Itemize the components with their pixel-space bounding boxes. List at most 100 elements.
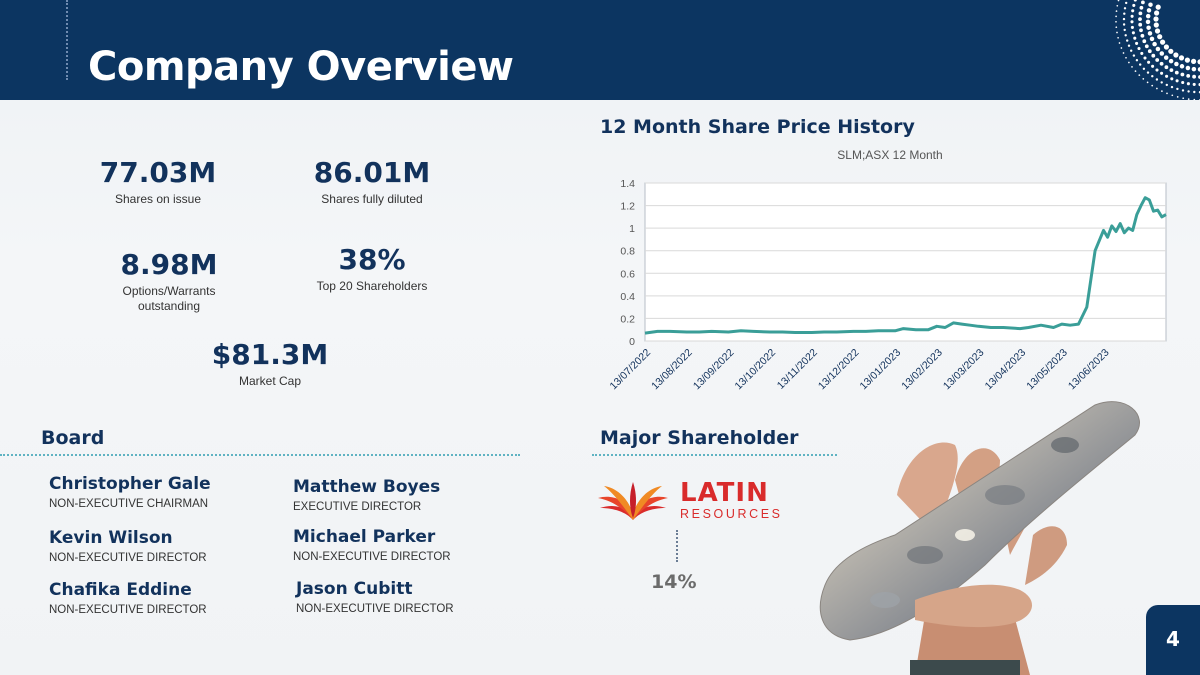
y-tick-label: 0.4 (620, 291, 635, 303)
decor-dot (1138, 74, 1141, 76)
page-number-badge (1146, 605, 1200, 675)
decor-dot (1151, 53, 1156, 58)
x-tick-label: 13/10/2022 (733, 347, 779, 393)
decor-dot (1191, 66, 1197, 72)
board-member-name: Kevin Wilson (49, 528, 173, 548)
decor-dot (1145, 13, 1151, 19)
decor-dot (1151, 84, 1154, 87)
decor-dot (1139, 5, 1144, 10)
chart-plot-area (644, 182, 1167, 342)
decor-dot (1146, 25, 1151, 30)
decor-dot (1126, 39, 1129, 42)
decor-dot (1192, 82, 1196, 86)
decor-dot (1123, 12, 1126, 15)
decor-dot (1157, 34, 1163, 40)
header-dotted-rule (66, 0, 68, 80)
decor-dot (1127, 44, 1131, 47)
stat-shares-on-issue: 77.03M Shares on issue (98, 156, 218, 207)
drill-core-photo-icon (819, 401, 1140, 675)
chart-title: SLM;ASX 12 Month (837, 148, 943, 162)
decor-dot (1156, 87, 1158, 90)
decor-dot (1176, 87, 1179, 91)
decor-dot (1142, 78, 1145, 80)
logo-wordmark-sub: RESOURCES (680, 507, 783, 521)
header-bar: Company Overview (0, 0, 1200, 100)
board-member-name: Christopher Gale (49, 474, 211, 494)
y-tick-label: 1.2 (620, 201, 635, 213)
decor-dot (1133, 0, 1137, 2)
decor-dot (1174, 70, 1179, 75)
decor-dot (1122, 52, 1125, 54)
decor-dot (1168, 58, 1174, 64)
y-tick-label: 0 (629, 336, 635, 348)
stat-label-line1: Options/Warrants (122, 284, 216, 298)
stat-label: Top 20 Shareholders (316, 279, 428, 293)
decor-dot (1132, 3, 1136, 7)
board-member: Kevin Wilson NON-EXECUTIVE DIRECTOR (49, 528, 207, 564)
decor-dot (1197, 67, 1200, 72)
decor-dot (1140, 51, 1144, 55)
decor-dot (1116, 31, 1118, 34)
decor-dot (1181, 80, 1185, 85)
stat-top20-shareholders: 38% Top 20 Shareholders (302, 243, 442, 294)
board-member-name: Matthew Boyes (293, 477, 441, 497)
decor-dot (1155, 58, 1160, 62)
board-member-role: NON-EXECUTIVE DIRECTOR (49, 604, 207, 616)
decor-dot (1134, 70, 1137, 72)
decor-dot (1154, 10, 1160, 16)
stat-label: Shares on issue (114, 192, 202, 206)
stat-value: 86.01M (313, 156, 431, 189)
decor-dot (1181, 89, 1185, 92)
decor-dot (1139, 63, 1142, 66)
decor-dot (1132, 54, 1136, 57)
decorative-dots-icon (1115, 0, 1200, 100)
decor-dot (1146, 71, 1150, 74)
decor-dot (1186, 74, 1191, 78)
x-tick-label: 13/08/2022 (649, 347, 695, 393)
decor-dot (1115, 10, 1118, 12)
share-price-series-line (644, 196, 1167, 335)
x-tick-label: 13/09/2022 (691, 347, 737, 393)
stat-label: Options/Warrants outstanding (104, 284, 234, 314)
stat-options-warrants: 8.98M Options/Warrants outstanding (104, 248, 234, 314)
decor-dot (1153, 22, 1159, 28)
decor-dot (1153, 16, 1159, 22)
decor-dot (1142, 39, 1147, 44)
board-member: Matthew Boyes EXECUTIVE DIRECTOR (293, 477, 440, 513)
decor-dot (1147, 31, 1153, 36)
decor-dot (1130, 25, 1134, 29)
decor-dot (1186, 82, 1190, 86)
decor-dot (1176, 96, 1179, 98)
y-tick-label: 0.2 (620, 313, 635, 325)
decor-dot (1128, 61, 1130, 64)
decor-dot (1163, 55, 1169, 60)
decor-dot (1163, 44, 1169, 50)
decor-dot (1123, 7, 1127, 10)
decor-dot (1187, 98, 1190, 100)
decor-dot (1165, 74, 1169, 78)
decor-dot (1160, 81, 1163, 84)
board-section-title: Board (41, 427, 105, 449)
stat-value: 38% (338, 243, 406, 276)
decor-dot (1147, 49, 1152, 54)
page-title: Company Overview (88, 44, 514, 90)
decor-dot (1155, 78, 1159, 81)
shareholder-percentage: 14% (651, 571, 697, 593)
decor-dot (1115, 15, 1117, 18)
share-price-chart: 0 0.2 0.4 0.6 0.8 1 1.2 1.4 13/07/202213/08/2022… (607, 178, 1167, 393)
decor-dot (1137, 46, 1141, 51)
decor-dot (1161, 90, 1163, 92)
y-tick-label: 0.6 (620, 268, 635, 280)
board-member: Michael Parker NON-EXECUTIVE DIRECTOR (293, 527, 451, 563)
decor-dot (1146, 8, 1152, 13)
decor-dot (1187, 90, 1190, 93)
decor-dot (1125, 1, 1128, 5)
board-member-role: EXECUTIVE DIRECTOR (293, 501, 422, 513)
decor-dot (1140, 33, 1145, 38)
decor-dot (1131, 9, 1135, 13)
stat-label: Market Cap (238, 374, 302, 388)
y-tick-label: 0.8 (620, 246, 635, 258)
decor-dot (1143, 56, 1147, 60)
board-member-role: NON-EXECUTIVE DIRECTOR (293, 551, 451, 563)
decor-dot (1142, 67, 1146, 71)
